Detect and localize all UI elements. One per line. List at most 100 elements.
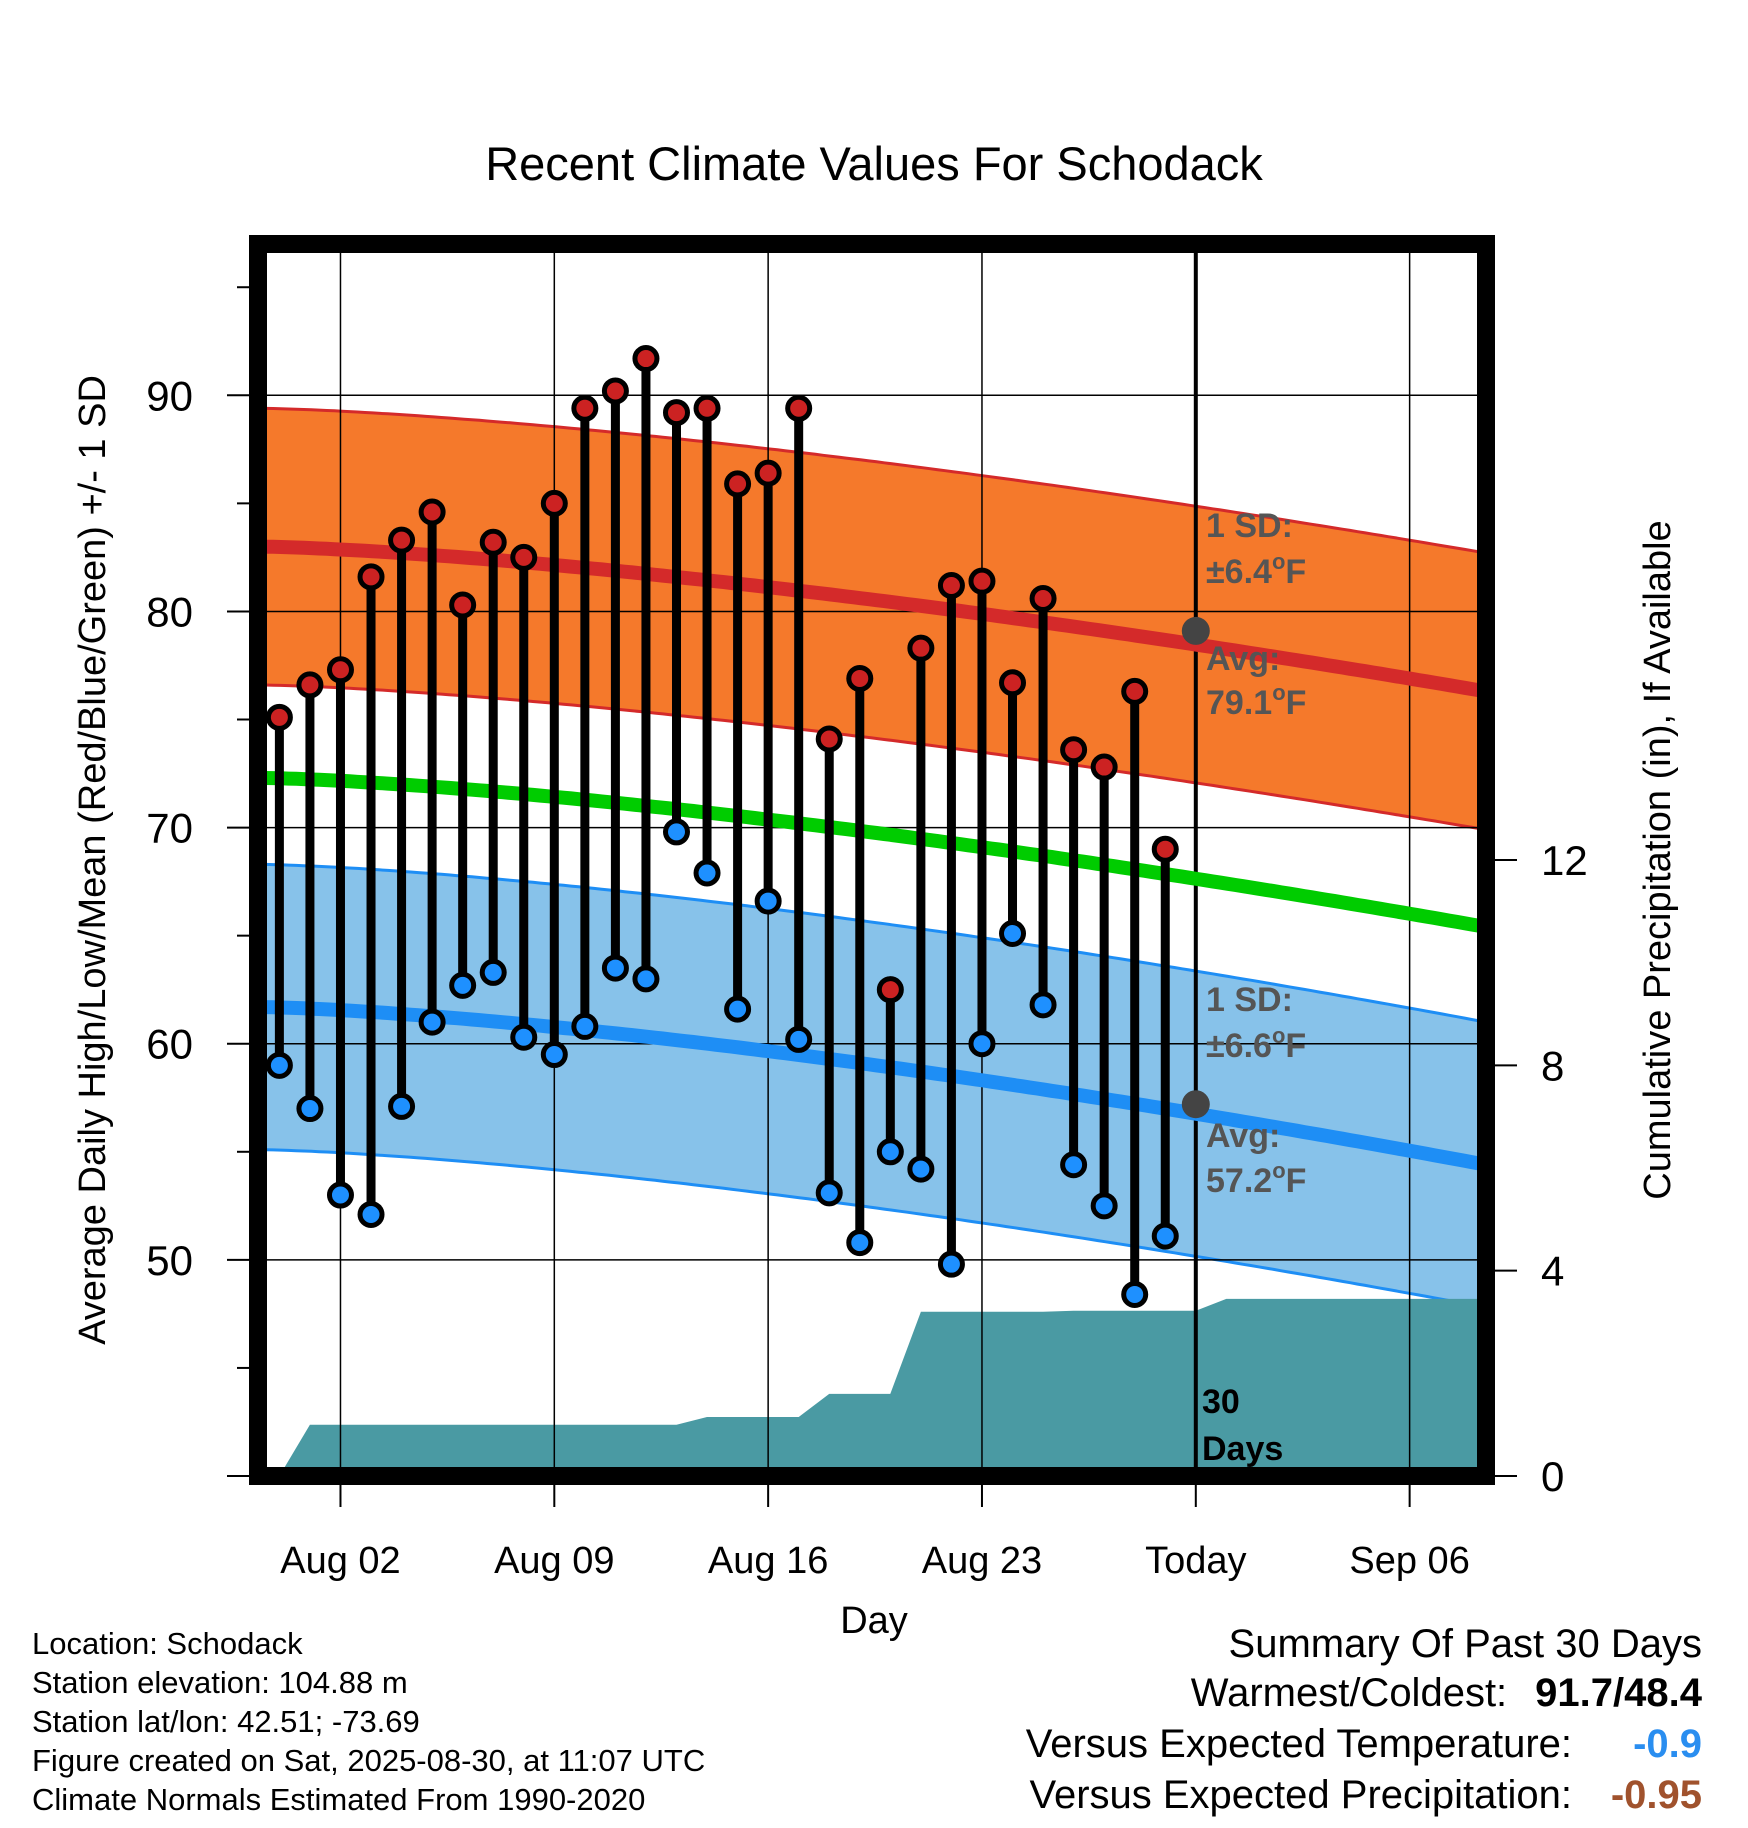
low-normal-line bbox=[257, 1000, 1482, 1171]
high-point bbox=[754, 459, 782, 487]
x-tick-label: Today bbox=[1145, 1540, 1246, 1582]
gridlines bbox=[258, 244, 1486, 1476]
plot-frame-group bbox=[249, 235, 1495, 1485]
low-point bbox=[876, 1138, 904, 1166]
low-point bbox=[449, 971, 477, 999]
low-point bbox=[601, 954, 629, 982]
summary-title: Summary Of Past 30 Days bbox=[1228, 1622, 1702, 1666]
high-sd-upper-edge bbox=[257, 406, 1481, 554]
summary-row-warmest: Warmest/Coldest: 91.7/48.4 bbox=[1026, 1668, 1702, 1719]
temp-anomaly-value: -0.9 bbox=[1633, 1722, 1702, 1766]
low-point bbox=[846, 1229, 874, 1257]
x-tick-label: Aug 23 bbox=[922, 1540, 1042, 1582]
low-point bbox=[754, 887, 782, 915]
high-point bbox=[907, 634, 935, 662]
high-point bbox=[937, 572, 965, 600]
low-point bbox=[968, 1030, 996, 1058]
low-point bbox=[571, 1012, 599, 1040]
y-tick-label: 70 bbox=[146, 805, 193, 852]
high-point bbox=[418, 498, 446, 526]
x-tick-label: Aug 02 bbox=[280, 1540, 400, 1582]
summary-row-precip: Versus Expected Precipitation: -0.95 bbox=[1026, 1770, 1702, 1821]
x-axis-label: Day bbox=[840, 1600, 908, 1642]
y2-tick-label: 12 bbox=[1541, 837, 1588, 884]
y2-tick-label: 8 bbox=[1541, 1042, 1564, 1089]
high-point bbox=[326, 656, 354, 684]
low-sd-value: ±6.6oF bbox=[1206, 1023, 1306, 1065]
low-point bbox=[479, 958, 507, 986]
axes: 50 60 70 80 90 0 4 8 12 Aug 02 Aug 09 Aug 16 Aug 23 T… bbox=[146, 286, 1588, 1582]
low-avg-value: 57.2oF bbox=[1206, 1158, 1306, 1200]
elevation-text: Station elevation: 104.88 m bbox=[32, 1665, 408, 1700]
low-point bbox=[724, 995, 752, 1023]
high-point bbox=[693, 394, 721, 422]
low-point bbox=[999, 919, 1027, 947]
x-tick-label: Aug 16 bbox=[708, 1540, 828, 1582]
low-sd-label: 1 SD: bbox=[1206, 981, 1293, 1019]
low-sd-lower-edge bbox=[257, 1148, 1481, 1308]
station-info: Location: Schodack Station elevation: 10… bbox=[32, 1624, 705, 1819]
normal-bands bbox=[257, 406, 1481, 1308]
y-tick-label: 60 bbox=[146, 1021, 193, 1068]
high-point bbox=[1060, 736, 1088, 764]
low-avg-label: Avg: bbox=[1206, 1117, 1280, 1155]
created-text: Figure created on Sat, 2025-08-30, at 11… bbox=[32, 1743, 706, 1778]
chart-title: Recent Climate Values For Schodack bbox=[485, 137, 1263, 190]
low-point bbox=[1029, 991, 1057, 1019]
plot-frame bbox=[249, 235, 1495, 1485]
low-point bbox=[907, 1155, 935, 1183]
low-point bbox=[388, 1092, 416, 1120]
high-point bbox=[388, 526, 416, 554]
y-axis-label: Average Daily High/Low/Mean (Red/Blue/Gr… bbox=[72, 375, 114, 1345]
high-point bbox=[999, 669, 1027, 697]
high-point bbox=[968, 567, 996, 595]
summary-row-temp: Versus Expected Temperature: -0.9 bbox=[1026, 1719, 1702, 1770]
precip-area-group bbox=[279, 1298, 1502, 1476]
low-point bbox=[693, 859, 721, 887]
low-point bbox=[540, 1041, 568, 1069]
high-point bbox=[785, 394, 813, 422]
low-point bbox=[815, 1179, 843, 1207]
high-point bbox=[632, 345, 660, 373]
high-point bbox=[540, 489, 568, 517]
low-point bbox=[357, 1200, 385, 1228]
low-point bbox=[1151, 1222, 1179, 1250]
precip-anomaly-value: -0.95 bbox=[1610, 1773, 1702, 1817]
low-point bbox=[1060, 1151, 1088, 1179]
low-point bbox=[632, 965, 660, 993]
low-point bbox=[510, 1023, 538, 1051]
low-point bbox=[1121, 1280, 1149, 1308]
low-point bbox=[785, 1025, 813, 1053]
today-low-marker bbox=[1181, 1090, 1210, 1119]
location-text: Location: Schodack bbox=[32, 1626, 303, 1661]
high-normal-line bbox=[257, 539, 1482, 698]
today-high-marker bbox=[1181, 616, 1210, 645]
high-point bbox=[510, 543, 538, 571]
high-point bbox=[296, 671, 324, 699]
daily-bars bbox=[265, 345, 1179, 1308]
high-point bbox=[601, 377, 629, 405]
days-word-label: Days bbox=[1202, 1430, 1283, 1468]
low-point bbox=[326, 1181, 354, 1209]
high-point bbox=[846, 664, 874, 692]
high-avg-label: Avg: bbox=[1206, 640, 1280, 678]
low-point bbox=[1090, 1192, 1118, 1220]
y-tick-label: 80 bbox=[146, 588, 193, 635]
y2-axis-label: Cumulative Precipitation (in), If Availa… bbox=[1637, 520, 1679, 1199]
low-point bbox=[937, 1250, 965, 1278]
summary-panel: Summary Of Past 30 Days Warmest/Coldest:… bbox=[1026, 1620, 1702, 1821]
precip-anomaly-label: Versus Expected Precipitation: bbox=[1029, 1773, 1572, 1817]
high-point bbox=[815, 725, 843, 753]
warmest-coldest-label: Warmest/Coldest: bbox=[1190, 1671, 1508, 1715]
x-tick-label: Aug 09 bbox=[494, 1540, 614, 1582]
temp-anomaly-label: Versus Expected Temperature: bbox=[1025, 1722, 1572, 1766]
low-sd-band bbox=[258, 864, 1480, 1307]
low-point bbox=[296, 1095, 324, 1123]
low-point bbox=[418, 1008, 446, 1036]
high-sd-label: 1 SD: bbox=[1206, 507, 1293, 545]
high-avg-value: 79.1oF bbox=[1206, 680, 1306, 722]
y2-tick-label: 4 bbox=[1541, 1248, 1564, 1295]
high-point bbox=[662, 399, 690, 427]
